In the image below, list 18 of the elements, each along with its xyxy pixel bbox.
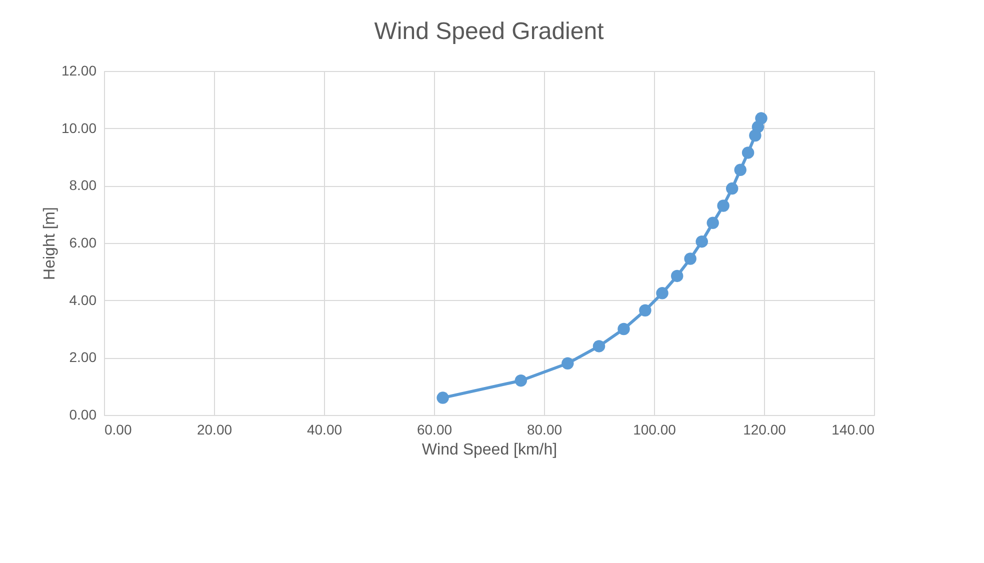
y-tick-label: 8.00 (69, 177, 97, 194)
x-tick-label: 80.00 (526, 422, 562, 438)
x-tick-label: 0.00 (104, 422, 132, 438)
chart-title: Wind Speed Gradient (374, 18, 604, 45)
x-tick-label: 120.00 (743, 422, 786, 438)
x-tick-label: 20.00 (196, 422, 232, 438)
x-tick-label: 40.00 (306, 422, 342, 438)
x-tick-label: 60.00 (416, 422, 452, 438)
y-tick-label: 4.00 (69, 292, 97, 308)
y-tick-label: 10.00 (61, 120, 97, 136)
x-axis-title: Wind Speed [km/h] (422, 442, 558, 458)
y-tick-label: 0.00 (69, 406, 97, 422)
x-tick-label: 140.00 (832, 422, 875, 438)
x-tick-label: 100.00 (633, 422, 676, 438)
y-tick-label: 12.00 (61, 62, 97, 78)
y-tick-label: 6.00 (69, 234, 97, 250)
y-axis-title: Height [m] (41, 207, 58, 280)
y-tick-label: 2.00 (69, 349, 97, 366)
